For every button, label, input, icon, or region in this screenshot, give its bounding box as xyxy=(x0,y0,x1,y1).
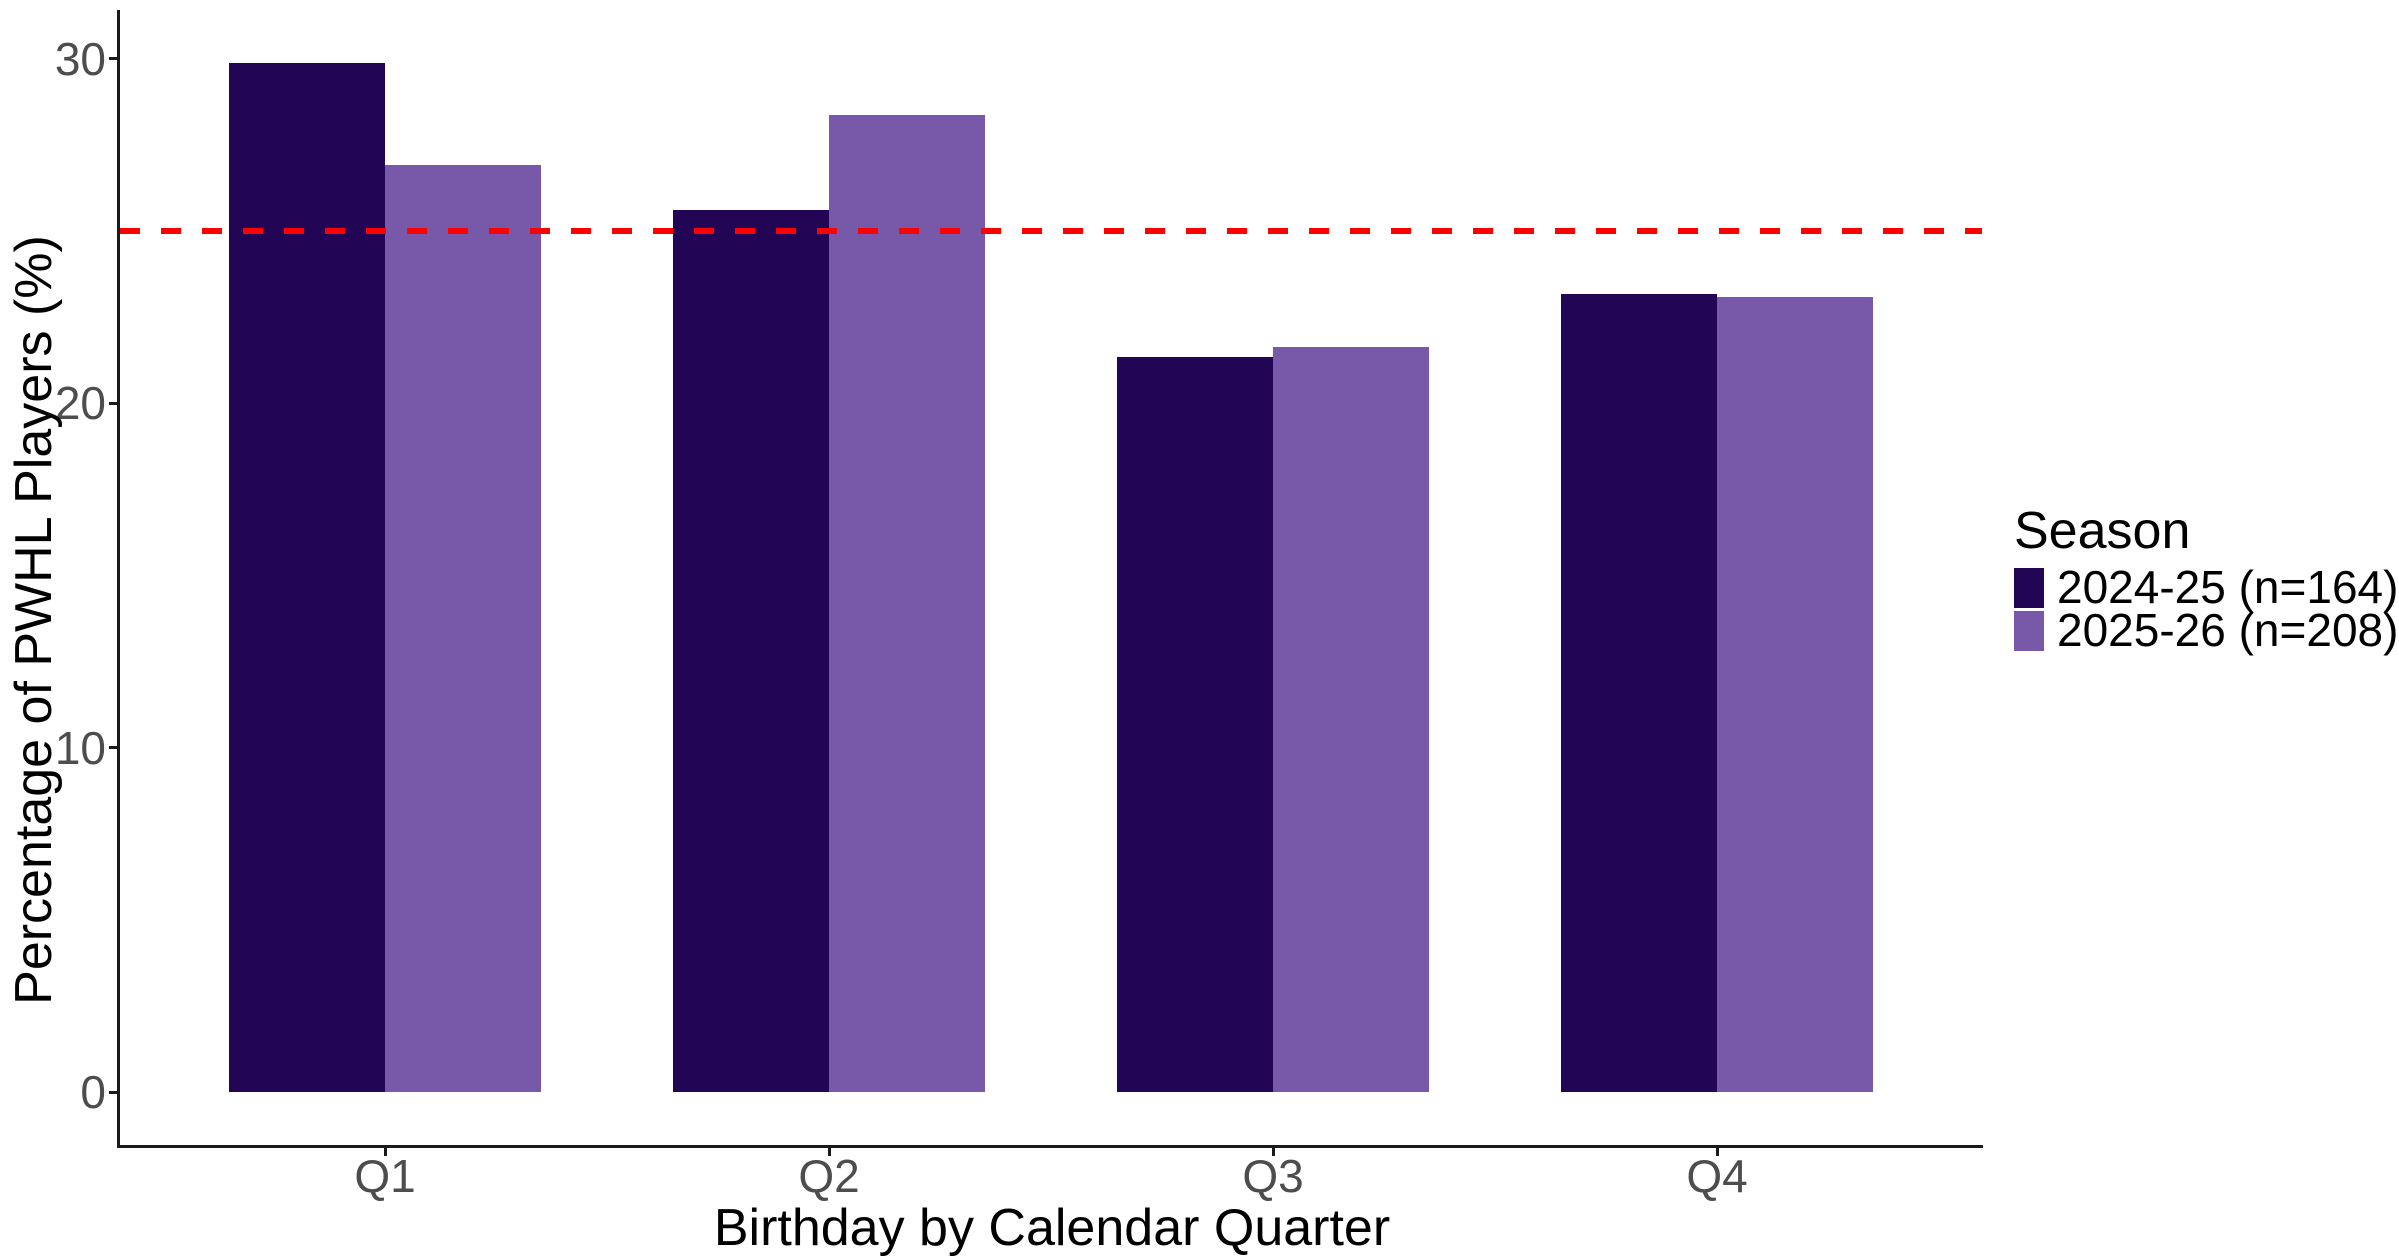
bar-2024-25-q1 xyxy=(229,62,385,1092)
legend-label-2024-25: 2024-25 (n=164) xyxy=(2057,561,2399,613)
bar-2025-26-q1 xyxy=(385,164,541,1092)
legend-title: Season xyxy=(2014,502,2191,560)
legend-label-2025-26: 2025-26 (n=208) xyxy=(2057,604,2399,656)
bar-2024-25-q4 xyxy=(1561,293,1717,1092)
x-tick-q1 xyxy=(383,1148,387,1156)
x-tick-q4 xyxy=(1715,1148,1719,1156)
y-tick-20 xyxy=(109,401,117,405)
y-tick-label-30: 30 xyxy=(54,32,106,85)
bar-2025-26-q4 xyxy=(1717,296,1873,1092)
x-axis-line xyxy=(117,1145,1983,1148)
bar-2024-25-q3 xyxy=(1117,356,1273,1092)
y-tick-label-20: 20 xyxy=(54,377,106,429)
legend-item-2025-26: 2025-26 (n=208) xyxy=(2014,604,2399,656)
x-tick-label-q3: Q3 xyxy=(1242,1150,1304,1202)
x-tick-label-q2: Q2 xyxy=(798,1150,860,1202)
x-tick-q3 xyxy=(1271,1148,1275,1156)
reference-line-25pct xyxy=(120,227,1982,234)
y-tick-0 xyxy=(109,1090,117,1094)
legend-swatch-2024-25 xyxy=(2014,567,2044,608)
x-axis-title: Birthday by Calendar Quarter xyxy=(713,1199,1391,1257)
bar-2025-26-q2 xyxy=(829,114,985,1092)
bar-2024-25-q2 xyxy=(673,209,829,1092)
y-axis-line xyxy=(117,10,120,1148)
x-tick-q2 xyxy=(827,1148,831,1156)
y-tick-label-10: 10 xyxy=(54,721,106,774)
y-tick-label-0: 0 xyxy=(80,1066,106,1118)
legend: Season 2024-25 (n=164) 2025-26 (n=208) xyxy=(2014,502,2399,656)
x-tick-label-q4: Q4 xyxy=(1686,1150,1748,1202)
y-axis-title: Percentage of PWHL Players (%) xyxy=(5,235,63,1005)
y-tick-10 xyxy=(109,746,117,749)
legend-swatch-2025-26 xyxy=(2014,610,2044,651)
y-tick-30 xyxy=(109,57,117,60)
bar-2025-26-q3 xyxy=(1273,346,1429,1092)
legend-item-2024-25: 2024-25 (n=164) xyxy=(2014,561,2399,613)
x-tick-label-q1: Q1 xyxy=(354,1150,416,1202)
